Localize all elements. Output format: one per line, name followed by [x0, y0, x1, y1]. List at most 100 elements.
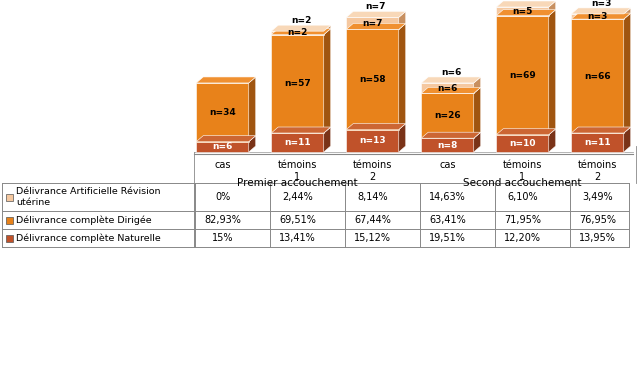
Text: n=6: n=6 — [437, 84, 458, 92]
Polygon shape — [196, 83, 249, 142]
Text: cas: cas — [439, 160, 456, 170]
Text: 76,95%: 76,95% — [579, 215, 616, 225]
Polygon shape — [624, 8, 631, 19]
Polygon shape — [271, 34, 323, 133]
Polygon shape — [571, 8, 631, 14]
Polygon shape — [624, 13, 631, 133]
Text: n=3: n=3 — [591, 0, 611, 8]
Polygon shape — [421, 83, 474, 93]
Polygon shape — [496, 135, 548, 152]
Polygon shape — [346, 130, 399, 152]
Polygon shape — [571, 19, 624, 133]
Text: 0%: 0% — [215, 192, 230, 202]
Text: 69,51%: 69,51% — [279, 215, 316, 225]
Text: 12,20%: 12,20% — [504, 233, 541, 243]
Text: n=6: n=6 — [212, 142, 233, 151]
Text: 71,95%: 71,95% — [504, 215, 541, 225]
Polygon shape — [571, 14, 624, 19]
Polygon shape — [346, 11, 406, 17]
Text: 6,10%: 6,10% — [507, 192, 538, 202]
Text: 15%: 15% — [212, 233, 233, 243]
Polygon shape — [249, 77, 256, 142]
Polygon shape — [399, 11, 406, 29]
Text: témoins
1: témoins 1 — [278, 160, 317, 182]
Polygon shape — [271, 29, 331, 34]
Polygon shape — [196, 136, 256, 142]
Polygon shape — [548, 10, 556, 135]
Polygon shape — [421, 132, 481, 138]
Polygon shape — [474, 77, 481, 93]
Text: 8,14%: 8,14% — [358, 192, 388, 202]
Text: 13,41%: 13,41% — [279, 233, 316, 243]
Text: n=57: n=57 — [284, 79, 311, 88]
Polygon shape — [496, 7, 548, 16]
Text: Premier accouchement: Premier accouchement — [237, 178, 358, 188]
Polygon shape — [421, 77, 481, 83]
Polygon shape — [421, 87, 481, 93]
Polygon shape — [399, 124, 406, 152]
Text: 2,44%: 2,44% — [282, 192, 313, 202]
Text: n=3: n=3 — [587, 12, 608, 21]
Text: n=58: n=58 — [359, 75, 386, 84]
Polygon shape — [346, 29, 399, 130]
Text: n=13: n=13 — [359, 136, 386, 145]
Polygon shape — [496, 1, 556, 7]
Polygon shape — [548, 1, 556, 16]
Text: 67,44%: 67,44% — [354, 215, 391, 225]
Text: n=34: n=34 — [209, 108, 236, 117]
Text: 82,93%: 82,93% — [204, 215, 241, 225]
Text: n=5: n=5 — [512, 7, 532, 16]
Text: 63,41%: 63,41% — [429, 215, 466, 225]
Polygon shape — [624, 127, 631, 152]
Text: 15,12%: 15,12% — [354, 233, 391, 243]
Polygon shape — [323, 29, 331, 133]
Text: n=11: n=11 — [284, 138, 311, 147]
Text: Délivrance Artificielle Révision
utérine: Délivrance Artificielle Révision utérine — [16, 187, 161, 207]
Text: n=69: n=69 — [509, 71, 536, 80]
Polygon shape — [271, 31, 323, 34]
Polygon shape — [496, 16, 548, 135]
Text: n=5: n=5 — [516, 0, 536, 1]
Polygon shape — [421, 138, 474, 152]
Polygon shape — [346, 17, 399, 29]
Polygon shape — [323, 25, 331, 34]
Polygon shape — [249, 136, 256, 152]
Text: 3,49%: 3,49% — [582, 192, 613, 202]
Text: n=7: n=7 — [362, 19, 383, 28]
Text: cas: cas — [214, 160, 231, 170]
Text: Second accouchement: Second accouchement — [463, 178, 582, 188]
Polygon shape — [323, 127, 331, 152]
Polygon shape — [421, 93, 474, 138]
Polygon shape — [271, 127, 331, 133]
Text: n=66: n=66 — [584, 72, 611, 80]
Text: n=26: n=26 — [434, 111, 461, 120]
Polygon shape — [196, 77, 256, 83]
Polygon shape — [474, 132, 481, 152]
Polygon shape — [571, 127, 631, 133]
Polygon shape — [346, 23, 406, 29]
Text: n=7: n=7 — [366, 2, 386, 11]
Polygon shape — [571, 13, 631, 19]
Text: 14,63%: 14,63% — [429, 192, 466, 202]
Polygon shape — [548, 129, 556, 152]
Text: témoins
2: témoins 2 — [578, 160, 617, 182]
Text: n=6: n=6 — [441, 68, 461, 77]
Polygon shape — [474, 87, 481, 138]
Text: 19,51%: 19,51% — [429, 233, 466, 243]
Polygon shape — [346, 124, 406, 130]
Bar — [6, 193, 13, 200]
Text: Délivrance complète Naturelle: Délivrance complète Naturelle — [16, 233, 161, 243]
Bar — [6, 235, 13, 241]
Text: Délivrance complète Dirigée: Délivrance complète Dirigée — [16, 215, 152, 225]
Polygon shape — [271, 25, 331, 31]
Text: témoins
2: témoins 2 — [353, 160, 392, 182]
Polygon shape — [271, 133, 323, 152]
Polygon shape — [496, 129, 556, 135]
Text: n=2: n=2 — [287, 28, 308, 37]
Polygon shape — [399, 23, 406, 130]
Polygon shape — [571, 133, 624, 152]
Text: n=11: n=11 — [584, 138, 611, 147]
Text: témoins
1: témoins 1 — [503, 160, 542, 182]
Bar — [6, 217, 13, 224]
Text: 13,95%: 13,95% — [579, 233, 616, 243]
